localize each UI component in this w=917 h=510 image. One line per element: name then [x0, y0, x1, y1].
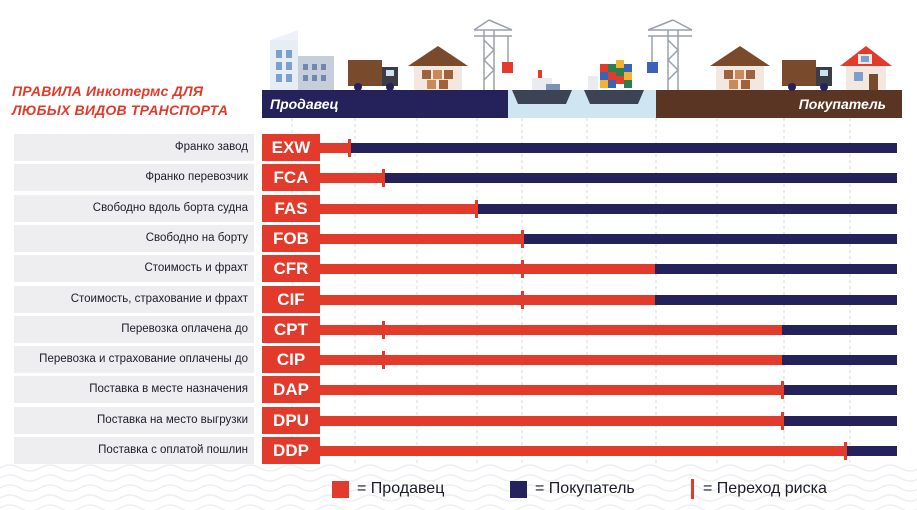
seller-band: [262, 90, 508, 118]
rule-name: Свободно на борту: [145, 232, 248, 244]
seller-bar: [320, 385, 782, 395]
rule-name: Стоимость, страхование и фрахт: [70, 293, 248, 305]
buyer-bar: [383, 173, 897, 183]
buyer-bar: [655, 264, 897, 274]
risk-transfer-marker: [521, 291, 524, 309]
risk-transfer-marker: [844, 442, 847, 460]
legend-seller-label: = Продавец: [357, 480, 445, 497]
risk-transfer-marker: [382, 321, 385, 339]
rule-name: Перевозка и страхование оплачены до: [39, 353, 248, 365]
seller-bar: [320, 143, 349, 153]
buyer-band-label: Покупатель: [798, 96, 886, 112]
buyer-bar: [845, 446, 897, 456]
rule-code-badge: FAS: [262, 195, 320, 222]
rule-code-badge: CPT: [262, 316, 320, 343]
truck-icon: [348, 60, 398, 91]
rule-code-badge: CIP: [262, 346, 320, 373]
risk-transfer-marker: [348, 139, 351, 157]
risk-transfer-marker: [382, 169, 385, 187]
rule-row: Франко перевозчик: [14, 164, 254, 191]
risk-transfer-marker: [475, 200, 478, 218]
seller-bar: [320, 325, 782, 335]
rule-name: Свободно вдоль борта судна: [92, 202, 248, 214]
seller-bar: [320, 173, 383, 183]
rule-row: Поставка в месте назначения: [14, 376, 254, 403]
port-crane-icon: [647, 19, 693, 90]
rule-name: Франко завод: [174, 141, 248, 153]
factory-icon: [270, 30, 334, 90]
buyer-bar: [782, 385, 897, 395]
rule-row: Стоимость и фрахт: [14, 255, 254, 282]
risk-transfer-marker: [382, 351, 385, 369]
ship-icon: [512, 70, 572, 104]
seller-bar: [320, 446, 845, 456]
buyer-bar: [782, 325, 897, 335]
seller-swatch: [332, 480, 349, 498]
seller-bar: [320, 355, 782, 365]
rule-code-badge: EXW: [262, 134, 320, 161]
rule-name: Стоимость и фрахт: [144, 262, 248, 274]
buyer-swatch: [510, 480, 527, 498]
risk-transfer-marker: [781, 381, 784, 399]
buyer-bar: [476, 204, 897, 214]
rule-row: Перевозка и страхование оплачены до: [14, 346, 254, 373]
rule-code-badge: DPU: [262, 407, 320, 434]
rule-name: Перевозка оплачена до: [121, 323, 248, 335]
legend-seller: = Продавец: [332, 478, 444, 500]
seller-bar: [320, 416, 782, 426]
rule-code-badge: FOB: [262, 225, 320, 252]
rule-name: Поставка на место выгрузки: [97, 414, 248, 426]
rule-row: Свободно на борту: [14, 225, 254, 252]
title-line-1: ПРАВИЛА Инкотермс ДЛЯ: [12, 83, 204, 99]
legend-risk-label: = Переход риска: [703, 480, 827, 497]
seller-bar: [320, 204, 476, 214]
buyer-bar: [655, 295, 897, 305]
rule-row: Поставка на место выгрузки: [14, 407, 254, 434]
risk-transfer-marker: [691, 479, 694, 499]
rule-row: Поставка с оплатой пошлин: [14, 437, 254, 464]
buyer-band: [656, 90, 902, 118]
buyer-bar: [782, 355, 897, 365]
risk-transfer-marker: [781, 412, 784, 430]
rule-name: Франко перевозчик: [145, 171, 248, 183]
crane-container-icon: [502, 62, 513, 73]
house-icon: [840, 46, 892, 90]
rule-code-badge: DDP: [262, 437, 320, 464]
truck-icon: [782, 60, 832, 91]
seller-bar: [320, 264, 655, 274]
legend-buyer: = Покупатель: [510, 478, 635, 500]
infographic-title: ПРАВИЛА Инкотермс ДЛЯ ЛЮБЫХ ВИДОВ ТРАНСП…: [12, 82, 257, 120]
rule-code-badge: FCA: [262, 164, 320, 191]
container-ship-icon: [584, 60, 644, 104]
risk-transfer-marker: [521, 230, 524, 248]
rule-code-badge: CIF: [262, 286, 320, 313]
buyer-bar: [349, 143, 897, 153]
rule-name: Поставка в месте назначения: [89, 383, 248, 395]
transport-scene: [262, 19, 902, 118]
rule-code-badge: CFR: [262, 255, 320, 282]
port-crane-icon: [473, 19, 513, 90]
seller-band-label: Продавец: [270, 96, 339, 112]
warehouse-icon: [710, 46, 770, 90]
buyer-bar: [522, 234, 897, 244]
rule-row: Свободно вдоль борта судна: [14, 195, 254, 222]
rule-code-badge: DAP: [262, 376, 320, 403]
seller-bar: [320, 234, 522, 244]
title-line-2: ЛЮБЫХ ВИДОВ ТРАНСПОРТА: [12, 102, 229, 118]
wave-pattern-background: [0, 464, 917, 510]
seller-bar: [320, 295, 655, 305]
rule-row: Стоимость, страхование и фрахт: [14, 286, 254, 313]
rule-row: Франко завод: [14, 134, 254, 161]
crane-container-icon: [647, 62, 658, 73]
legend-risk: = Переход риска: [691, 478, 827, 500]
legend-buyer-label: = Покупатель: [535, 480, 635, 497]
rule-name: Поставка с оплатой пошлин: [98, 444, 248, 456]
stage-grid: [291, 118, 851, 463]
buyer-bar: [782, 416, 897, 426]
warehouse-icon: [408, 46, 468, 90]
rule-row: Перевозка оплачена до: [14, 316, 254, 343]
risk-transfer-marker: [521, 260, 524, 278]
